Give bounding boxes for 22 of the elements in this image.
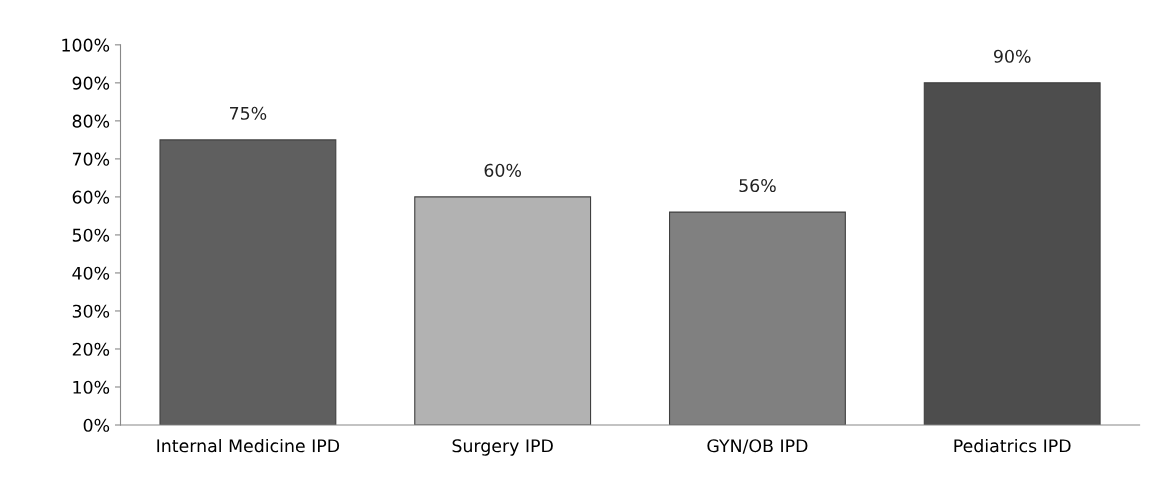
x-tick-label: Internal Medicine IPD — [157, 438, 340, 453]
x-tick-label: Pediatrics IPD — [954, 438, 1071, 453]
bar — [923, 82, 1101, 426]
bar — [159, 139, 337, 426]
x-tick-label: Surgery IPD — [452, 439, 553, 456]
data-label: 90% — [994, 49, 1031, 63]
y-tick-label: 40% — [72, 266, 110, 280]
y-tick-label: 70% — [72, 152, 110, 166]
bar — [414, 196, 592, 426]
y-tick-label: 30% — [72, 304, 110, 318]
y-tick-label: 10% — [73, 380, 110, 394]
y-tick-label: 0% — [83, 418, 110, 432]
data-label: 56% — [739, 178, 776, 193]
x-tick-label: GYN/OB IPD — [707, 439, 808, 454]
data-label: 60% — [484, 163, 521, 177]
y-tick-label: 50% — [72, 228, 110, 242]
y-tick-label: 60% — [72, 190, 110, 204]
y-tick-label: 100% — [62, 38, 110, 52]
y-tick-label: 20% — [72, 342, 110, 356]
y-tick-label: 90% — [72, 76, 110, 90]
data-label: 75% — [230, 106, 267, 120]
y-tick-label: 80% — [72, 114, 110, 128]
